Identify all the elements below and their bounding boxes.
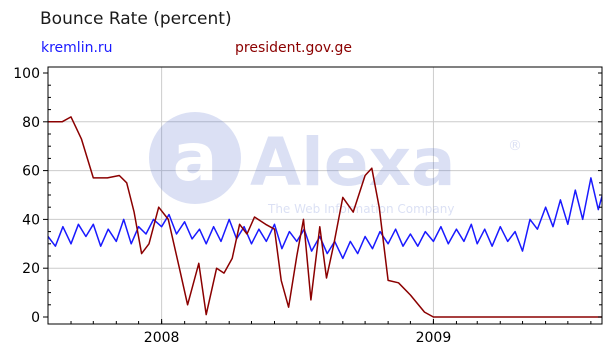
alexa-watermark: a Alexa ® The Web Information Company — [149, 112, 522, 216]
alexa-logo-letter: a — [173, 119, 218, 196]
y-tick-label-0: 0 — [31, 310, 40, 326]
y-tick-label-60: 60 — [22, 164, 40, 180]
alexa-watermark-tagline: The Web Information Company — [267, 202, 454, 216]
alexa-registered-mark: ® — [508, 138, 522, 154]
chart-title: Bounce Rate (percent) — [40, 9, 232, 29]
alexa-logo-circle — [149, 112, 241, 204]
y-tick-label-40: 40 — [22, 212, 40, 228]
y-tick-label-20: 20 — [22, 261, 40, 277]
y-axis: 0 20 40 60 80 100 — [13, 66, 602, 326]
x-tick-label-2009: 2009 — [416, 330, 452, 346]
legend-kremlin-ru: kremlin.ru — [41, 40, 113, 56]
alexa-watermark-word: Alexa — [250, 124, 456, 201]
y-tick-label-80: 80 — [22, 115, 40, 131]
series-line-1 — [48, 116, 602, 318]
series-line-0 — [48, 177, 602, 260]
plot-area — [48, 67, 602, 324]
x-tick-label-2008: 2008 — [144, 330, 180, 346]
legend-president-gov-ge: president.gov.ge — [235, 40, 353, 56]
series-lines — [48, 116, 602, 318]
grid-lines — [48, 67, 602, 324]
x-axis: 2008 2009 — [70, 319, 592, 346]
y-tick-label-100: 100 — [13, 66, 40, 82]
